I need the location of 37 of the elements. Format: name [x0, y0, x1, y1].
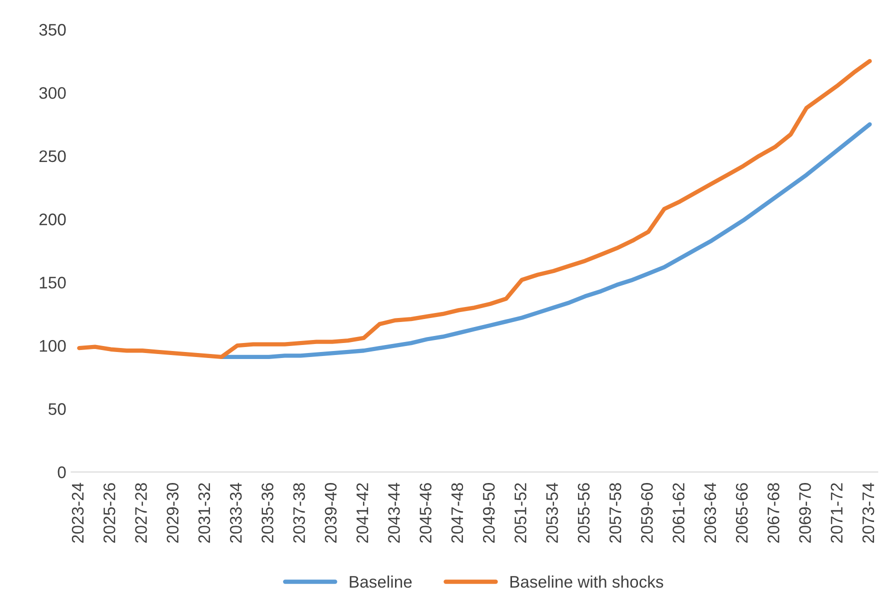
x-tick-label: 2063-64: [704, 482, 716, 543]
y-tick-label: 150: [40, 276, 66, 289]
y-tick-label: 50: [48, 403, 66, 415]
y-tick-label: 250: [39, 150, 66, 162]
x-tick-label: 2055-56: [578, 483, 590, 543]
x-tick-label: 2051-52: [514, 483, 526, 543]
y-tick-label: 350: [39, 24, 66, 36]
x-tick-label: 2039-40: [324, 483, 337, 543]
x-tick-label: 2061-62: [672, 483, 684, 543]
legend-label: Baseline: [350, 576, 412, 588]
line-series: [77, 59, 872, 360]
x-tick-label: 2033-34: [230, 482, 242, 543]
x-tick-label: 2059-60: [641, 483, 653, 543]
y-tick-label: 300: [39, 87, 66, 99]
y-tick-label: 0: [58, 466, 66, 478]
x-tick-label: 2027-28: [135, 483, 147, 543]
x-tick-label: 2045-46: [420, 483, 432, 543]
y-tick-label: 100: [40, 340, 66, 352]
x-tick-label: 2065-66: [736, 483, 748, 543]
x-tick-label: 2067-68: [768, 483, 780, 543]
x-tick-label: 2031-32: [198, 483, 210, 543]
x-tick-label: 2035-36: [262, 483, 274, 543]
x-tick-label: 2071-72: [830, 483, 843, 543]
x-tick-label: 2041-42: [356, 483, 368, 543]
x-tick-label: 2073-74: [862, 482, 874, 543]
x-tick-label: 2029-30: [166, 483, 179, 543]
legend-label: Baseline with shocks: [510, 576, 664, 588]
x-tick-label: 2057-58: [609, 483, 622, 543]
x-tick-label: 2053-54: [546, 482, 558, 543]
x-tick-label: 2049-50: [482, 483, 495, 543]
y-tick-label: 200: [39, 214, 66, 226]
x-tick-label: 2023-24: [72, 482, 84, 543]
x-tick-label: 2025-26: [103, 483, 116, 543]
x-tick-label: 2037-38: [293, 483, 306, 543]
x-tick-label: 2069-70: [799, 483, 811, 543]
x-tick-label: 2047-48: [451, 483, 464, 543]
x-tick-label: 2043-44: [388, 482, 400, 543]
